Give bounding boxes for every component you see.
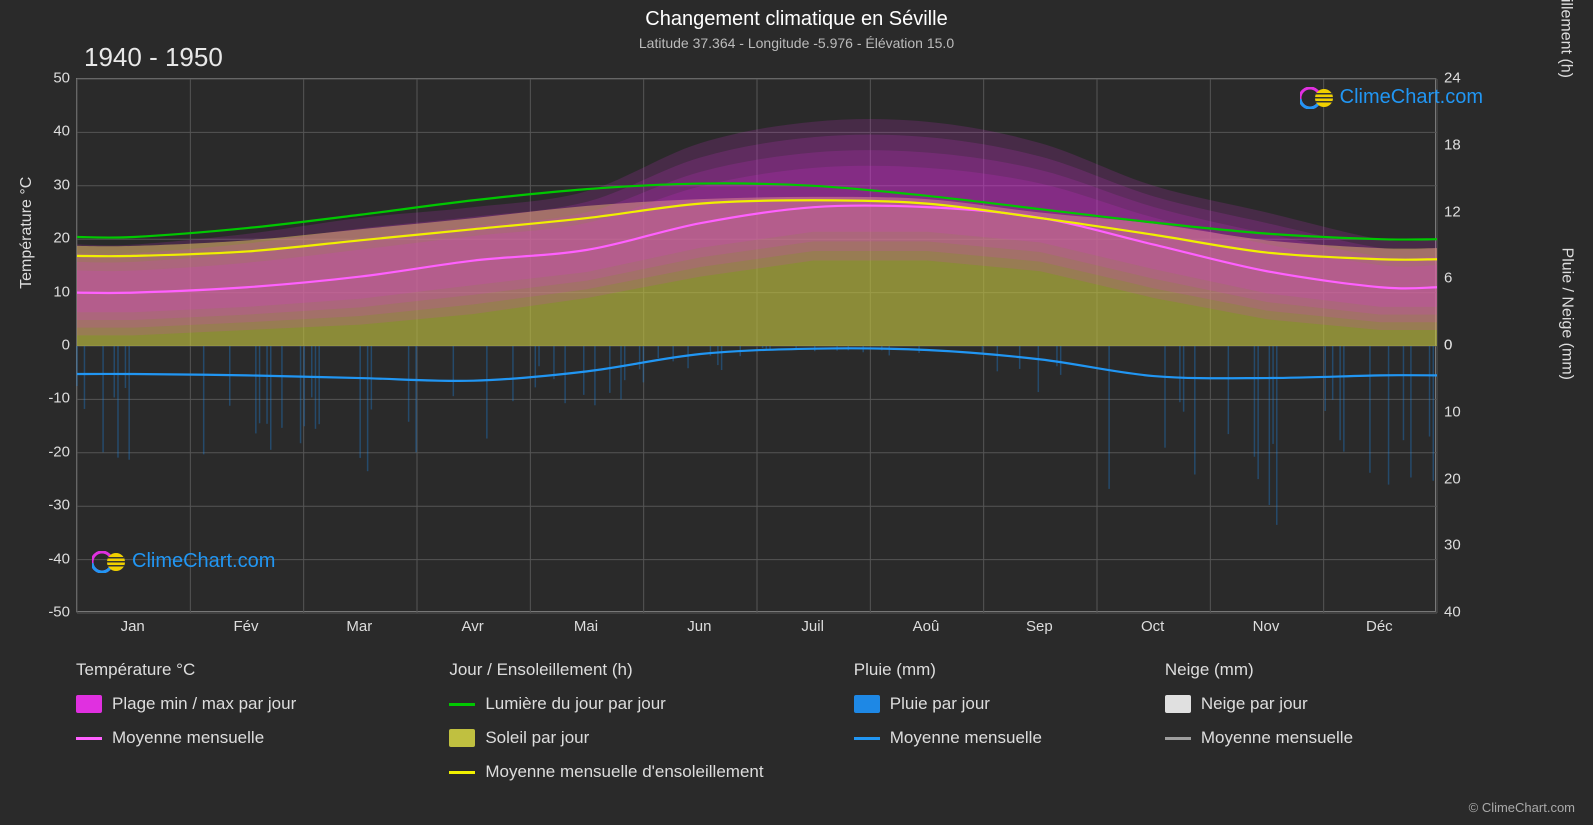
legend-title: Neige (mm) <box>1165 660 1476 680</box>
brand-text: ClimeChart.com <box>1340 86 1483 109</box>
logo-icon <box>92 551 126 573</box>
legend-swatch <box>449 703 475 706</box>
legend-label: Moyenne mensuelle <box>1201 728 1353 748</box>
y-axis-right-bottom-labels: 010203040 <box>1444 345 1474 612</box>
legend-item: Moyenne mensuelle d'ensoleillement <box>449 762 853 782</box>
y-axis-right-top-labels: 24181260 <box>1444 78 1474 345</box>
legend-label: Neige par jour <box>1201 694 1308 714</box>
chart-title: Changement climatique en Séville <box>0 8 1593 31</box>
legend-item: Moyenne mensuelle <box>854 728 1165 748</box>
axis-title-left: Température °C <box>18 177 36 289</box>
legend-item: Plage min / max par jour <box>76 694 449 714</box>
brand-logo-top: ClimeChart.com <box>1300 86 1483 109</box>
legend-col-temp: Température °C Plage min / max par jour M… <box>76 660 449 796</box>
axis-title-right-top: Jour / Ensoleillement (h) <box>1557 0 1575 78</box>
legend-item: Neige par jour <box>1165 694 1476 714</box>
legend-label: Lumière du jour par jour <box>485 694 665 714</box>
axis-title-right-bottom: Pluie / Neige (mm) <box>1557 248 1575 380</box>
legend-swatch <box>76 695 102 713</box>
legend-item: Pluie par jour <box>854 694 1165 714</box>
legend-label: Moyenne mensuelle <box>112 728 264 748</box>
legend-label: Soleil par jour <box>485 728 589 748</box>
y-axis-left-labels: 50403020100-10-20-30-40-50 <box>40 78 70 612</box>
legend-label: Plage min / max par jour <box>112 694 296 714</box>
legend-item: Moyenne mensuelle <box>76 728 449 748</box>
legend-item: Soleil par jour <box>449 728 853 748</box>
legend-col-daylight: Jour / Ensoleillement (h) Lumière du jou… <box>449 660 853 796</box>
legend-swatch <box>1165 737 1191 740</box>
year-range: 1940 - 1950 <box>84 42 223 73</box>
logo-icon <box>1300 87 1334 109</box>
legend-title: Jour / Ensoleillement (h) <box>449 660 853 680</box>
legend-label: Pluie par jour <box>890 694 990 714</box>
legend-swatch <box>449 771 475 774</box>
legend-label: Moyenne mensuelle <box>890 728 1042 748</box>
legend-title: Température °C <box>76 660 449 680</box>
legend-swatch <box>854 737 880 740</box>
chart-svg <box>77 79 1435 611</box>
legend-col-rain: Pluie (mm) Pluie par jour Moyenne mensuel… <box>854 660 1165 796</box>
legend-col-snow: Neige (mm) Neige par jour Moyenne mensuel… <box>1165 660 1476 796</box>
plot-area <box>76 78 1436 612</box>
legend: Température °C Plage min / max par jour M… <box>76 660 1476 796</box>
copyright: © ClimeChart.com <box>1469 800 1575 815</box>
legend-swatch <box>76 737 102 740</box>
legend-swatch <box>449 729 475 747</box>
legend-item: Moyenne mensuelle <box>1165 728 1476 748</box>
brand-logo-bottom: ClimeChart.com <box>92 550 275 573</box>
legend-title: Pluie (mm) <box>854 660 1165 680</box>
legend-swatch <box>1165 695 1191 713</box>
x-axis-labels: JanFévMarAvrMaiJunJuilAoûSepOctNovDéc <box>76 618 1436 638</box>
brand-text: ClimeChart.com <box>132 550 275 573</box>
chart-subtitle: Latitude 37.364 - Longitude -5.976 - Élé… <box>0 35 1593 51</box>
legend-swatch <box>854 695 880 713</box>
legend-item: Lumière du jour par jour <box>449 694 853 714</box>
legend-label: Moyenne mensuelle d'ensoleillement <box>485 762 763 782</box>
